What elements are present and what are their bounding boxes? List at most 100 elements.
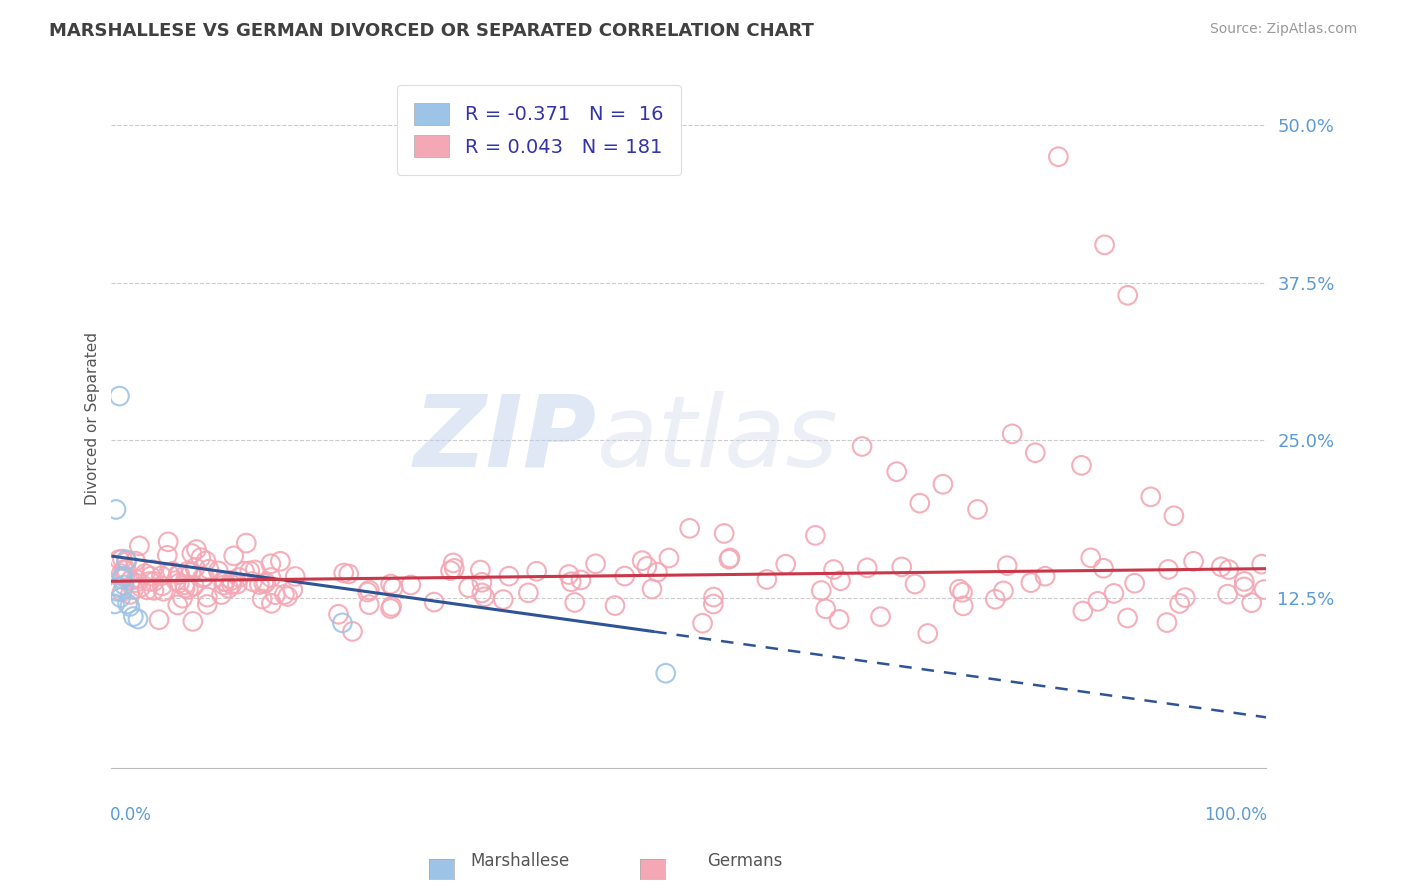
Point <box>181 615 204 629</box>
Point <box>474 590 496 604</box>
Point <box>166 598 188 612</box>
Point <box>125 572 148 586</box>
Text: atlas: atlas <box>596 391 838 488</box>
Point <box>1024 446 1046 460</box>
Point <box>1240 596 1263 610</box>
Point <box>190 550 212 565</box>
Point <box>191 571 214 585</box>
Point <box>337 566 360 581</box>
Point <box>218 582 240 596</box>
Point <box>1156 615 1178 630</box>
Point <box>1070 458 1092 473</box>
Point <box>233 564 256 578</box>
Point <box>1157 562 1180 576</box>
Text: Source: ZipAtlas.com: Source: ZipAtlas.com <box>1209 22 1357 37</box>
Point <box>150 569 173 583</box>
Point <box>1211 559 1233 574</box>
Point <box>1019 575 1042 590</box>
Point <box>117 597 139 611</box>
Point <box>281 582 304 597</box>
Point <box>342 624 364 639</box>
Point <box>176 564 198 578</box>
Point <box>966 502 988 516</box>
Point <box>207 564 229 578</box>
Point <box>1092 561 1115 575</box>
Point <box>810 583 832 598</box>
Point <box>603 599 626 613</box>
Point <box>273 587 295 601</box>
Point <box>157 534 180 549</box>
Point <box>679 521 702 535</box>
Point <box>172 591 194 606</box>
Point <box>823 563 845 577</box>
Point <box>111 569 134 583</box>
Point <box>517 586 540 600</box>
Point <box>128 539 150 553</box>
Point <box>356 585 378 599</box>
Point <box>198 562 221 576</box>
Point <box>105 502 128 516</box>
Point <box>631 554 654 568</box>
Point <box>186 542 208 557</box>
Point <box>111 552 134 566</box>
Point <box>380 599 402 614</box>
Point <box>1139 490 1161 504</box>
Legend: R = -0.371   N =  16, R = 0.043   N = 181: R = -0.371 N = 16, R = 0.043 N = 181 <box>396 86 681 175</box>
Point <box>167 567 190 582</box>
Point <box>173 578 195 592</box>
Point <box>1080 550 1102 565</box>
Point <box>702 597 724 611</box>
Point <box>908 496 931 510</box>
Point <box>114 570 136 584</box>
Point <box>169 567 191 582</box>
Point <box>108 389 131 403</box>
Point <box>457 581 479 595</box>
Point <box>995 558 1018 573</box>
Point <box>134 566 156 581</box>
Point <box>152 584 174 599</box>
Point <box>180 565 202 579</box>
Point <box>492 592 515 607</box>
Point <box>284 569 307 583</box>
Point <box>1123 576 1146 591</box>
Text: Germans: Germans <box>707 852 783 870</box>
Point <box>120 587 142 601</box>
Point <box>143 583 166 598</box>
Point <box>239 564 262 578</box>
Point <box>112 563 135 577</box>
Point <box>1094 238 1116 252</box>
Point <box>221 574 243 588</box>
Point <box>993 583 1015 598</box>
Point <box>1250 557 1272 571</box>
Point <box>718 551 741 566</box>
Point <box>851 440 873 454</box>
Point <box>1216 587 1239 601</box>
Point <box>904 577 927 591</box>
Point <box>526 564 548 578</box>
Point <box>613 569 636 583</box>
Point <box>118 599 141 614</box>
Point <box>380 601 402 615</box>
Point <box>1116 288 1139 302</box>
Point <box>169 576 191 591</box>
Point <box>1087 594 1109 608</box>
Point <box>328 607 350 622</box>
Point <box>1071 604 1094 618</box>
Point <box>1163 508 1185 523</box>
Point <box>932 477 955 491</box>
Point <box>814 602 837 616</box>
Point <box>108 552 131 566</box>
Point <box>110 591 132 605</box>
Point <box>136 582 159 597</box>
Point <box>253 576 276 591</box>
Point <box>332 615 354 630</box>
Point <box>264 588 287 602</box>
Point <box>127 612 149 626</box>
Point <box>658 551 681 566</box>
Point <box>443 561 465 575</box>
Point <box>162 565 184 579</box>
Point <box>717 552 740 566</box>
Point <box>254 575 277 590</box>
Point <box>830 574 852 588</box>
Point <box>194 554 217 568</box>
